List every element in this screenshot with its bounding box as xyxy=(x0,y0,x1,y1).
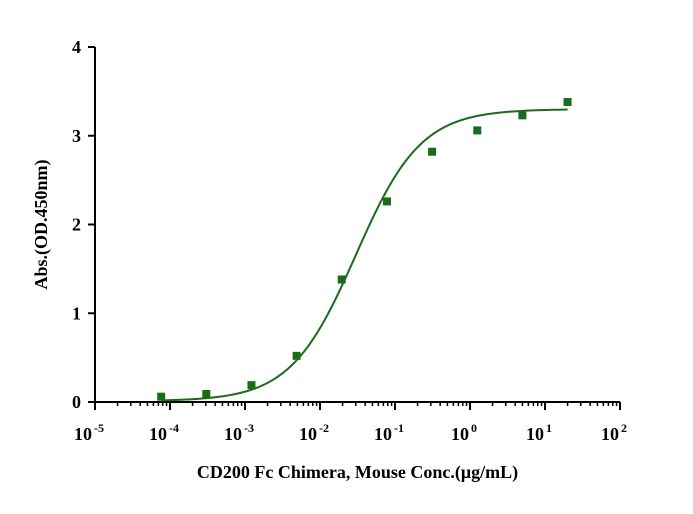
data-point xyxy=(428,147,437,156)
x-tick-label: 10 -2 xyxy=(299,421,329,444)
data-points-layer xyxy=(157,98,572,401)
data-point xyxy=(563,98,572,107)
data-point xyxy=(473,126,482,135)
y-tick-label: 0 xyxy=(72,392,81,412)
x-tick-label: 10 -5 xyxy=(74,421,104,444)
y-tick-label: 3 xyxy=(72,126,81,146)
y-tick-label: 1 xyxy=(72,303,81,323)
data-point xyxy=(292,351,301,360)
x-tick-label: 10 -4 xyxy=(149,421,179,444)
axes: 0 1 2 3 4 10 -5 10 -4 10 -3 10 -2 10 -1 10 0 10 1 10 2 xyxy=(72,37,627,444)
x-tick-label: 10 -1 xyxy=(374,421,404,444)
y-tick-label: 2 xyxy=(72,215,81,235)
fit-curve xyxy=(161,108,568,402)
y-tick-label: 4 xyxy=(72,37,81,57)
y-axis-title: Abs.(OD.450nm) xyxy=(31,159,52,289)
x-tick-label: 10 -3 xyxy=(224,421,254,444)
data-point xyxy=(518,111,527,120)
fit-curve-layer xyxy=(161,108,568,402)
data-point xyxy=(382,197,391,206)
x-axis-title: CD200 Fc Chimera, Mouse Conc.(μg/mL) xyxy=(197,462,518,483)
x-tick-label: 10 1 xyxy=(526,421,552,444)
x-tick-label: 10 2 xyxy=(601,421,627,444)
data-point xyxy=(202,390,211,399)
data-point xyxy=(157,392,166,401)
x-tick-label: 10 0 xyxy=(451,421,477,444)
data-point xyxy=(247,381,256,390)
data-point xyxy=(337,275,346,284)
